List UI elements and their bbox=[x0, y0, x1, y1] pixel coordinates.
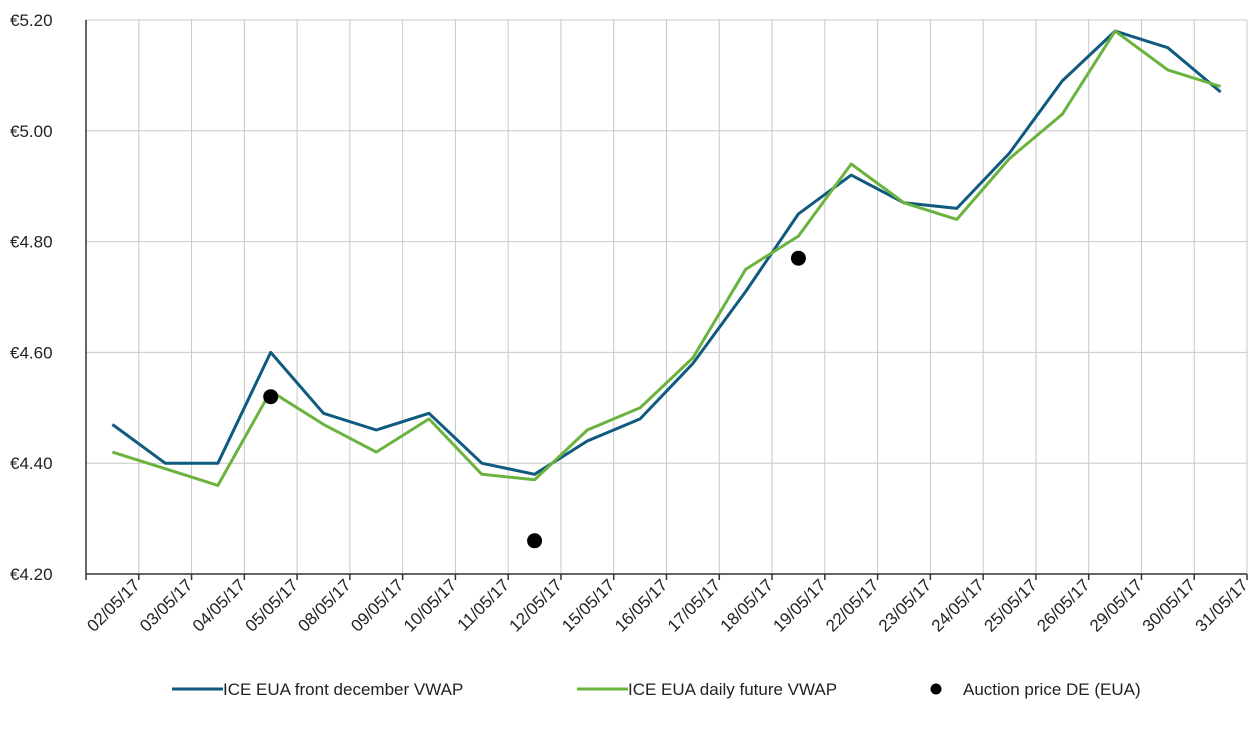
x-tick-label: 18/05/17 bbox=[717, 575, 777, 635]
legend-label-daily-future: ICE EUA daily future VWAP bbox=[628, 680, 837, 699]
grid-lines bbox=[86, 19, 1248, 574]
x-tick-label: 11/05/17 bbox=[454, 575, 513, 634]
x-tick-label: 05/05/17 bbox=[242, 575, 302, 635]
x-tick-label: 04/05/17 bbox=[189, 575, 249, 635]
x-tick-label: 29/05/17 bbox=[1086, 575, 1146, 635]
x-tick-label: 22/05/17 bbox=[822, 575, 882, 635]
y-tick-label: €4.60 bbox=[10, 343, 53, 362]
y-tick-label: €5.00 bbox=[10, 122, 53, 141]
series-line-ice-eua-daily-future-vwap bbox=[111, 29, 1222, 487]
x-tick-label: 03/05/17 bbox=[136, 575, 196, 635]
legend: ICE EUA front december VWAP ICE EUA dail… bbox=[172, 680, 1141, 699]
x-axis: 02/05/1703/05/1704/05/1705/05/1708/05/17… bbox=[83, 573, 1250, 636]
x-tick-label: 25/05/17 bbox=[981, 575, 1041, 635]
y-tick-label: €4.80 bbox=[10, 233, 53, 252]
legend-label-front-december: ICE EUA front december VWAP bbox=[223, 680, 463, 699]
x-tick-label: 02/05/17 bbox=[83, 575, 143, 635]
x-tick-label: 26/05/17 bbox=[1033, 575, 1093, 635]
x-tick-label: 10/05/17 bbox=[400, 575, 460, 635]
data-point-auction-price-de-eua bbox=[790, 250, 806, 266]
x-tick-label: 08/05/17 bbox=[294, 575, 354, 635]
y-tick-label: €5.20 bbox=[10, 11, 53, 30]
x-tick-label: 30/05/17 bbox=[1139, 575, 1199, 635]
y-axis: €4.20 €4.40 €4.60 €4.80 €5.00 €5.20 bbox=[10, 11, 87, 584]
x-tick-label: 19/05/17 bbox=[769, 575, 829, 635]
x-tick-label: 24/05/17 bbox=[928, 575, 988, 635]
data-point-auction-price-de-eua bbox=[263, 389, 279, 405]
y-tick-label: €4.40 bbox=[10, 454, 53, 473]
legend-marker-auction-price bbox=[930, 683, 942, 695]
y-tick-label: €4.20 bbox=[10, 565, 53, 584]
x-tick-label: 12/05/17 bbox=[506, 575, 566, 635]
x-tick-label: 17/05/17 bbox=[664, 575, 724, 635]
x-tick-label: 23/05/17 bbox=[875, 575, 935, 635]
x-tick-label: 15/05/17 bbox=[558, 575, 618, 635]
data-point-auction-price-de-eua bbox=[527, 533, 543, 549]
x-tick-label: 09/05/17 bbox=[347, 575, 407, 635]
series-line-ice-eua-front-december-vwap bbox=[111, 29, 1222, 476]
legend-label-auction-price: Auction price DE (EUA) bbox=[963, 680, 1141, 699]
x-tick-label: 16/05/17 bbox=[611, 575, 671, 635]
x-tick-label: 31/05/17 bbox=[1192, 575, 1250, 635]
series-layer bbox=[111, 29, 1222, 549]
